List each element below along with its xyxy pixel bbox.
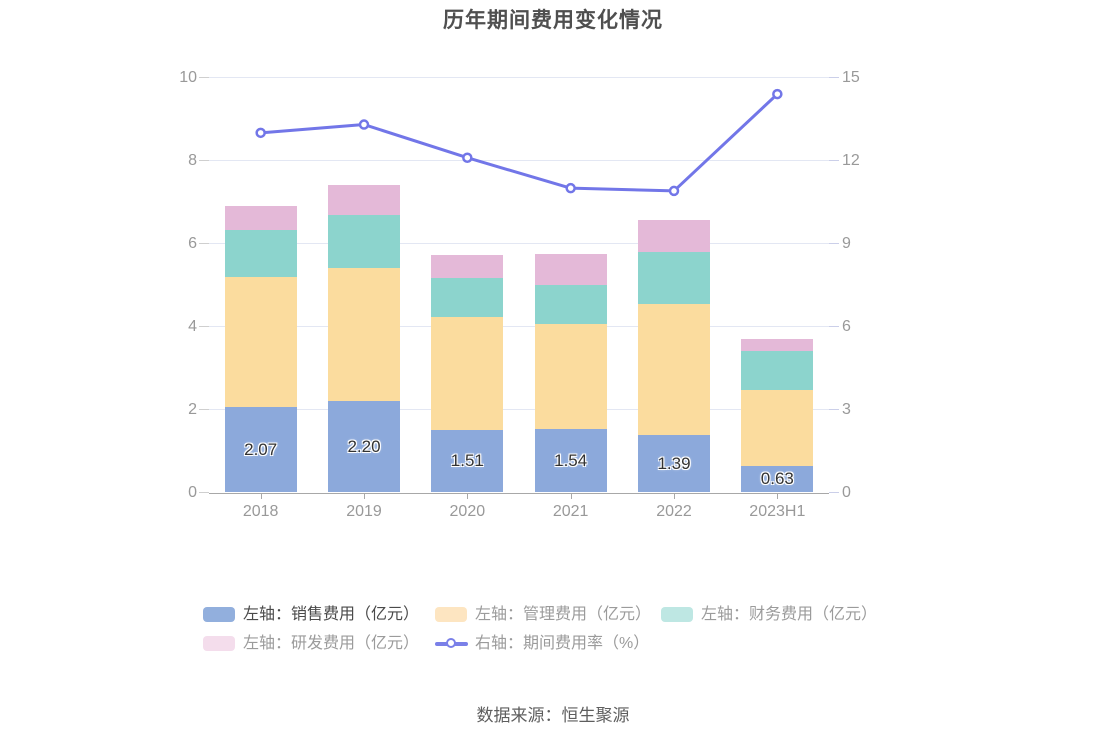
x-axis-tick <box>674 492 675 499</box>
bar-value-label-2022: 1.39 <box>657 453 691 473</box>
bar-value-label-2018: 2.07 <box>244 439 278 459</box>
bar-segment-admin-2019[interactable] <box>328 267 400 402</box>
left-axis-label: 2 <box>188 401 197 418</box>
right-axis-tick <box>829 160 839 161</box>
right-axis-tick <box>829 409 839 410</box>
x-axis-label: 2022 <box>656 502 692 520</box>
x-axis-line <box>209 492 829 494</box>
gridline <box>209 160 829 161</box>
x-axis-label: 2019 <box>346 502 382 520</box>
rate-line-marker-2021[interactable] <box>565 182 576 194</box>
bar-value-label-2019: 2.20 <box>347 436 381 456</box>
bar-segment-admin-2020[interactable] <box>431 316 504 430</box>
right-axis-tick <box>829 77 839 78</box>
bar-segment-admin-2018[interactable] <box>224 276 297 407</box>
right-axis-label: 6 <box>842 318 851 335</box>
x-axis-label: 2020 <box>449 502 486 520</box>
left-axis-tick <box>199 77 209 78</box>
bar-segment-sales-2023H1[interactable] <box>741 466 814 493</box>
x-axis-tick <box>364 492 365 499</box>
x-axis-tick <box>260 492 262 499</box>
legend-label-admin: 左轴：管理费用（亿元） <box>475 606 652 623</box>
right-axis-label: 9 <box>842 235 851 252</box>
x-axis-label: 2023H1 <box>749 502 806 520</box>
bar-segment-sales-2018[interactable] <box>224 406 297 493</box>
bar-value-label-2023H1: 0.63 <box>760 469 794 489</box>
x-axis-tick <box>570 492 572 499</box>
legend-label-rate: 右轴：期间费用率（%） <box>475 635 650 652</box>
rate-line-marker-2023H1[interactable] <box>772 88 783 100</box>
right-axis-label: 3 <box>842 401 851 418</box>
bar-segment-rd-2018[interactable] <box>224 206 297 231</box>
bar-segment-finance-2023H1[interactable] <box>741 350 814 390</box>
gridline <box>209 243 829 244</box>
gridline <box>209 409 829 410</box>
left-axis-label: 0 <box>188 484 197 501</box>
rate-line-marker-2022[interactable] <box>668 185 680 197</box>
bar-segment-sales-2022[interactable] <box>638 434 710 493</box>
x-axis-tick <box>467 492 469 499</box>
bar-segment-finance-2022[interactable] <box>638 252 710 305</box>
legend-line-marker-icon <box>446 638 456 648</box>
right-axis-tick <box>829 492 839 493</box>
legend-swatch-rd[interactable] <box>203 636 235 651</box>
bar-segment-rd-2019[interactable] <box>328 184 400 215</box>
x-axis-label: 2018 <box>242 502 279 520</box>
left-axis-label: 8 <box>188 152 197 169</box>
bar-segment-rd-2023H1[interactable] <box>741 338 814 351</box>
legend-label-finance: 左轴：财务费用（亿元） <box>701 606 878 623</box>
rate-line-marker-2019[interactable] <box>358 119 370 130</box>
bar-segment-finance-2019[interactable] <box>328 214 400 268</box>
gridline <box>209 77 829 78</box>
left-axis-tick <box>199 409 209 410</box>
left-axis-tick <box>199 243 209 244</box>
bar-segment-admin-2022[interactable] <box>638 304 710 435</box>
bar-segment-rd-2020[interactable] <box>431 254 504 279</box>
left-axis-tick <box>199 160 209 161</box>
left-axis-label: 6 <box>188 235 197 252</box>
bar-segment-rd-2021[interactable] <box>534 254 607 285</box>
rate-line-marker-2018[interactable] <box>255 127 266 139</box>
bar-segment-finance-2021[interactable] <box>534 284 607 324</box>
x-axis-tick <box>777 492 779 499</box>
legend-label-sales: 左轴：销售费用（亿元） <box>243 606 420 623</box>
x-axis-label: 2021 <box>552 502 589 520</box>
legend-label-rd: 左轴：研发费用（亿元） <box>243 635 420 652</box>
left-axis-tick <box>199 326 209 327</box>
right-axis-label: 0 <box>842 484 851 501</box>
bar-value-label-2021: 1.54 <box>554 450 588 470</box>
right-axis-tick <box>829 243 839 244</box>
chart-title: 历年期间费用变化情况 <box>443 9 663 32</box>
legend-swatch-admin[interactable] <box>435 607 467 622</box>
bar-segment-sales-2020[interactable] <box>431 429 504 493</box>
bar-segment-finance-2018[interactable] <box>224 230 297 277</box>
left-axis-tick <box>199 492 209 493</box>
bar-segment-admin-2021[interactable] <box>534 324 607 429</box>
bar-segment-sales-2021[interactable] <box>534 428 607 493</box>
left-axis-label: 4 <box>188 318 197 335</box>
bar-segment-sales-2019[interactable] <box>328 401 400 493</box>
bar-segment-rd-2022[interactable] <box>638 220 710 253</box>
bar-value-label-2020: 1.51 <box>450 451 484 471</box>
legend-swatch-sales[interactable] <box>203 607 235 622</box>
legend-swatch-finance[interactable] <box>661 607 693 622</box>
rate-line <box>259 92 779 193</box>
gridline <box>209 326 829 327</box>
right-axis-label: 12 <box>842 152 860 169</box>
right-axis-tick <box>829 326 839 327</box>
bar-segment-admin-2023H1[interactable] <box>741 389 814 467</box>
right-axis-label: 15 <box>842 69 860 86</box>
data-source-text: 数据来源：恒生聚源 <box>476 706 630 725</box>
bar-segment-finance-2020[interactable] <box>431 278 504 317</box>
left-axis-label: 10 <box>179 69 197 86</box>
